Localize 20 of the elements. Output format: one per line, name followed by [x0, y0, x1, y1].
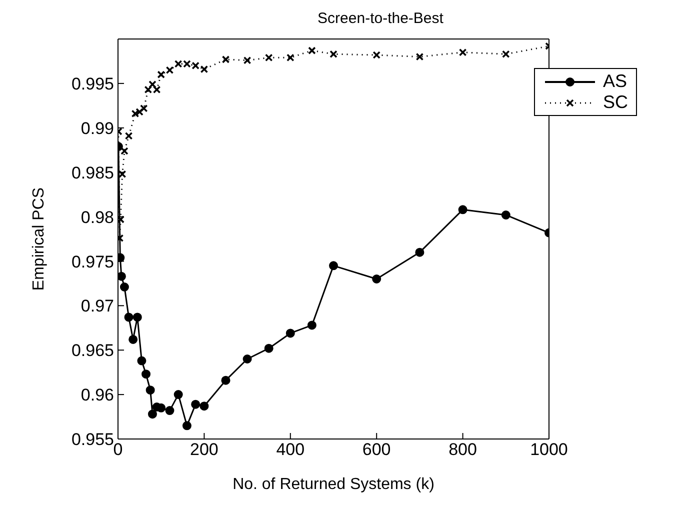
legend-label: SC — [602, 92, 628, 113]
y-tick-label: 0.995 — [71, 74, 114, 94]
x-tick-label: 800 — [448, 440, 477, 460]
x-tick-label: 600 — [362, 440, 391, 460]
y-tick-label: 0.975 — [71, 252, 114, 272]
x-tick-label: 1000 — [530, 440, 568, 460]
y-tick-label: 0.99 — [80, 118, 114, 138]
y-axis-title: Empirical PCS — [30, 187, 48, 291]
x-tick-label: 200 — [190, 440, 218, 460]
x-axis-title: No. of Returned Systems (k) — [232, 476, 434, 493]
legend-label: AS — [602, 71, 627, 92]
y-tick-label: 0.96 — [80, 386, 114, 405]
y-tick-label: 0.955 — [71, 430, 114, 450]
y-tick-label: 0.965 — [71, 341, 114, 360]
x-tick-label: 0 — [113, 440, 123, 460]
y-tick-label: 0.985 — [71, 163, 114, 182]
x-tick-label: 400 — [276, 440, 305, 460]
y-tick-label: 0.98 — [80, 208, 114, 227]
y-tick-label: 0.97 — [80, 296, 114, 316]
chart-title: Screen-to-the-Best — [316, 10, 444, 27]
